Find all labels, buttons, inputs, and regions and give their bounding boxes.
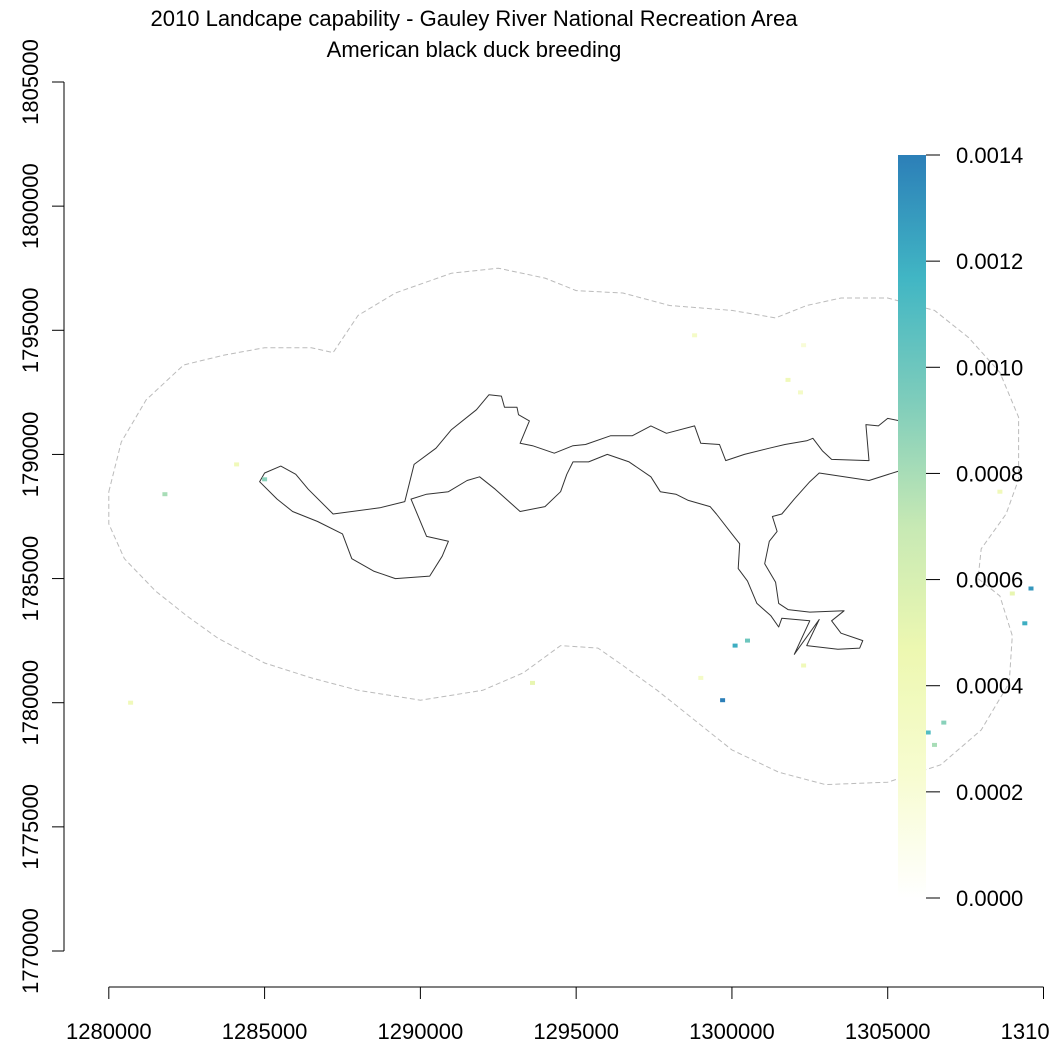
raster-cell: [801, 343, 807, 348]
y-tick-label: 1785000: [18, 536, 43, 622]
y-tick-label: 1770000: [18, 908, 43, 994]
colorbar-tick-label: 0.0002: [956, 780, 1023, 805]
colorbar-tick-label: 0.0004: [956, 674, 1023, 699]
y-tick-label: 1805000: [18, 39, 43, 125]
raster-cell: [1022, 621, 1028, 626]
raster-cell: [698, 675, 704, 680]
raster-cell: [234, 462, 240, 467]
map-area: [108, 267, 1034, 786]
colorbar: [898, 155, 926, 898]
x-tick-label: 1280000: [66, 1019, 152, 1044]
y-tick-label: 1795000: [18, 287, 43, 373]
raster-cell: [1028, 586, 1034, 591]
chart-title: 2010 Landcape capability - Gauley River …: [151, 6, 799, 31]
raster-cell: [692, 333, 698, 338]
y-tick-label: 1780000: [18, 660, 43, 746]
x-tick-label: 1300000: [689, 1019, 775, 1044]
y-tick-label: 1775000: [18, 784, 43, 870]
colorbar-legend: 0.0000 0.0002 0.0004 0.0006 0.0008 0.0010 0.00…: [898, 143, 1023, 911]
raster-cell: [162, 492, 168, 497]
raster-cell: [745, 638, 750, 643]
raster-cell: [801, 663, 807, 668]
raster-cell: [932, 742, 937, 747]
raster-cell: [798, 390, 803, 395]
y-axis: 1770000 1775000 1780000 1785000 1790000 17950…: [18, 39, 65, 994]
raster-cell: [720, 698, 726, 703]
colorbar-tick-label: 0.0000: [956, 886, 1023, 911]
raster-cell: [925, 730, 931, 735]
x-tick-label: 1305000: [845, 1019, 931, 1044]
y-tick-label: 1800000: [18, 163, 43, 249]
x-tick-label: 1285000: [222, 1019, 308, 1044]
colorbar-tick-label: 0.0014: [956, 143, 1023, 168]
colorbar-tick-label: 0.0006: [956, 568, 1023, 593]
raster-cell: [997, 489, 1003, 494]
buffer-boundary: [108, 267, 1020, 786]
y-tick-label: 1790000: [18, 412, 43, 498]
raster-cell: [732, 643, 738, 648]
raster-cell: [1009, 591, 1015, 596]
park-boundary: [259, 394, 907, 655]
x-tick-label: 1310000: [1001, 1019, 1050, 1044]
colorbar-tick-label: 0.0008: [956, 461, 1023, 486]
chart-subtitle: American black duck breeding: [327, 37, 622, 62]
x-axis: 1280000 1285000 1290000 1295000 1300000 13050…: [66, 986, 1050, 1044]
colorbar-tick-label: 0.0010: [956, 355, 1023, 380]
x-tick-label: 1290000: [378, 1019, 464, 1044]
raster-cell: [262, 477, 268, 482]
raster-cell: [941, 720, 947, 725]
raster-cell: [530, 680, 535, 685]
raster-cell: [128, 700, 134, 705]
x-tick-label: 1295000: [533, 1019, 619, 1044]
raster-cell: [785, 377, 791, 382]
colorbar-tick-label: 0.0012: [956, 249, 1023, 274]
